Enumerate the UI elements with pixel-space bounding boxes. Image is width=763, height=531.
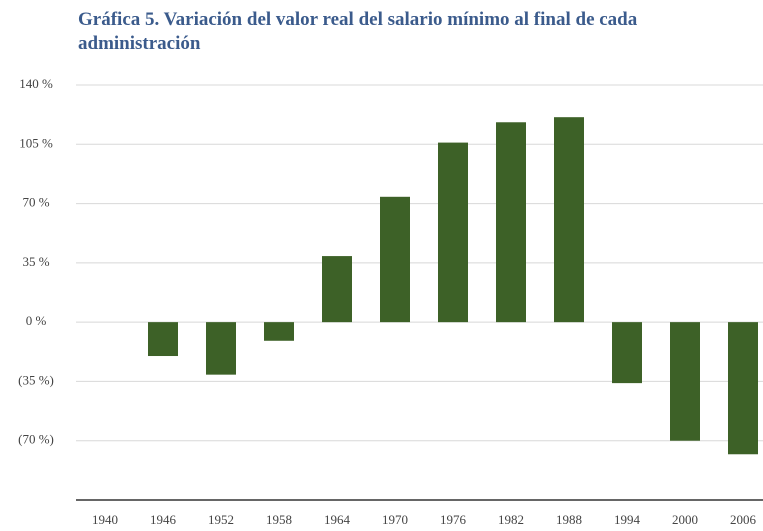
y-tick-label: 70 %	[22, 195, 49, 210]
y-tick-label: (35 %)	[18, 372, 54, 387]
y-tick-label: 0 %	[26, 313, 47, 328]
x-tick-label: 1994	[614, 512, 641, 527]
bar	[148, 322, 178, 357]
x-tick-label: 1982	[498, 512, 524, 527]
bar	[438, 142, 468, 323]
bar	[496, 122, 526, 323]
x-tick-label: 2000	[672, 512, 698, 527]
bar	[206, 322, 236, 375]
bar	[728, 322, 758, 455]
y-tick-label: (70 %)	[18, 432, 54, 447]
x-tick-label: 1964	[324, 512, 351, 527]
x-tick-label: 1970	[382, 512, 408, 527]
bar	[264, 322, 294, 341]
x-tick-label: 1976	[440, 512, 467, 527]
x-tick-label: 1988	[556, 512, 582, 527]
bar	[554, 117, 584, 323]
bar	[612, 322, 642, 384]
x-tick-label: 1940	[92, 512, 118, 527]
y-tick-label: 35 %	[22, 254, 49, 269]
x-tick-label: 2006	[730, 512, 757, 527]
chart-title: Gráfica 5. Variación del valor real del …	[78, 9, 638, 54]
y-tick-label: 140 %	[19, 76, 53, 91]
bar	[670, 322, 700, 441]
y-tick-label: 105 %	[19, 135, 53, 150]
bar	[322, 256, 352, 323]
x-tick-label: 1958	[266, 512, 292, 527]
bar	[380, 196, 410, 323]
x-tick-label: 1946	[150, 512, 177, 527]
x-tick-label: 1952	[208, 512, 234, 527]
